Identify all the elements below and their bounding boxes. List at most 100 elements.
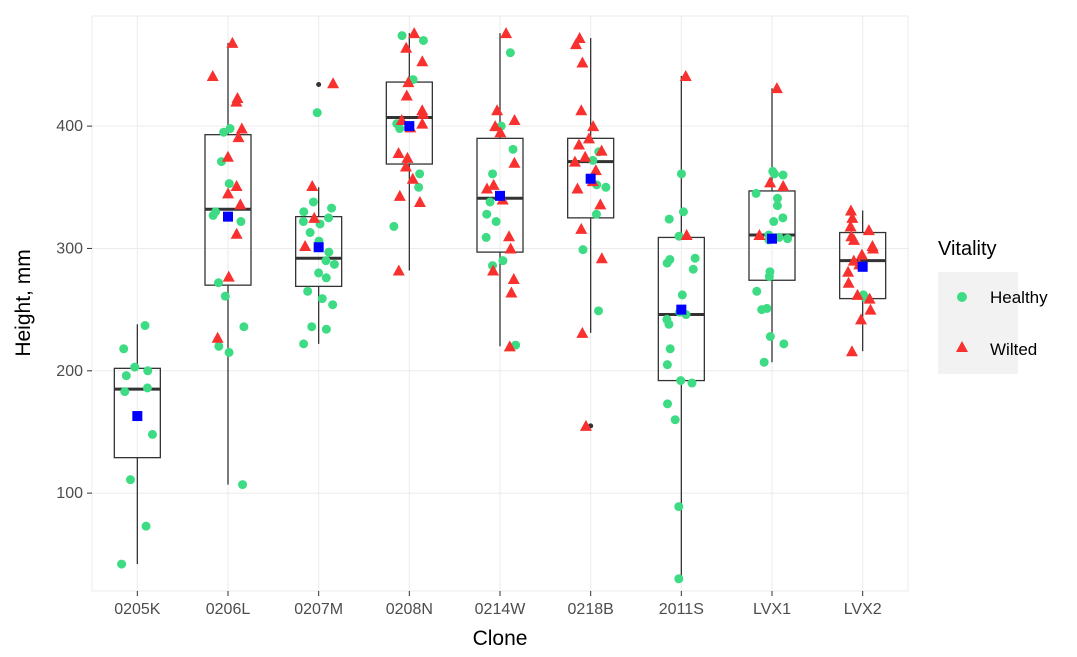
point-healthy (778, 170, 788, 180)
legend-key-healthy-bg (938, 272, 1018, 374)
point-healthy (783, 234, 793, 244)
point-healthy (662, 360, 672, 370)
point-wilted (211, 331, 224, 343)
point-wilted (770, 82, 783, 94)
point-wilted (680, 228, 693, 240)
point-wilted (575, 104, 588, 116)
mean-marker (495, 190, 505, 201)
point-healthy (772, 193, 782, 203)
point-wilted (582, 132, 595, 144)
point-wilted (595, 252, 608, 264)
x-tick-label: 0205K (114, 601, 161, 618)
point-wilted (416, 55, 429, 67)
point-healthy (140, 321, 150, 331)
point-healthy (324, 247, 334, 257)
x-tick-label: 0208N (386, 601, 433, 618)
point-healthy (321, 256, 331, 266)
x-tick-label: LVX2 (844, 601, 882, 618)
mean-marker (857, 261, 868, 272)
point-healthy (688, 264, 698, 274)
mean-marker (585, 173, 596, 184)
point-wilted (503, 230, 516, 242)
point-healthy (213, 278, 223, 288)
legend: Vitality Healthy Wilted (938, 238, 1048, 374)
point-wilted (222, 270, 235, 282)
point-healthy (677, 290, 687, 300)
point-healthy (664, 319, 674, 329)
point-wilted (595, 144, 608, 156)
point-wilted (400, 89, 413, 101)
point-healthy (769, 217, 779, 227)
mean-marker (404, 121, 415, 132)
point-wilted (500, 27, 513, 39)
point-wilted (491, 104, 504, 116)
point-healthy (674, 574, 684, 584)
point-wilted (855, 248, 868, 260)
point-wilted (587, 120, 600, 132)
point-wilted (764, 176, 777, 188)
point-wilted (571, 182, 584, 194)
point-wilted (507, 273, 520, 285)
point-healthy (414, 182, 424, 192)
mean-marker (676, 304, 687, 315)
x-tick-label: LVX1 (753, 601, 791, 618)
point-wilted (417, 107, 430, 119)
point-healthy (125, 475, 135, 485)
point-healthy (591, 209, 601, 219)
point-healthy (238, 480, 248, 490)
point-healthy (481, 232, 491, 242)
point-healthy (485, 197, 495, 207)
point-healthy (482, 209, 492, 219)
point-wilted (504, 242, 517, 254)
point-wilted (234, 198, 247, 210)
point-wilted (400, 41, 413, 53)
point-healthy (130, 362, 140, 372)
point-healthy (765, 332, 775, 342)
mean-marker (223, 211, 233, 222)
point-healthy (321, 324, 331, 334)
point-wilted (230, 180, 243, 192)
point-healthy (662, 258, 672, 268)
mean-marker (313, 242, 324, 253)
point-wilted (232, 131, 245, 143)
mean-layer (132, 121, 868, 422)
point-healthy (751, 188, 761, 198)
point-healthy (665, 344, 675, 354)
point-healthy (327, 203, 337, 213)
point-wilted (845, 345, 858, 357)
point-wilted (230, 95, 243, 107)
point-healthy (321, 273, 331, 283)
point-wilted (844, 220, 857, 232)
point-healthy (219, 127, 229, 137)
point-wilted (206, 69, 219, 81)
box-iqr (476, 137, 524, 253)
point-healthy (670, 415, 680, 425)
y-tick-label: 400 (56, 118, 83, 135)
point-healthy (220, 291, 230, 301)
point-healthy (147, 429, 157, 439)
point-wilted (392, 264, 405, 276)
point-healthy (208, 210, 218, 220)
point-wilted (226, 36, 239, 48)
point-healthy (674, 231, 684, 241)
point-healthy (305, 228, 315, 238)
legend-label-healthy: Healthy (990, 288, 1048, 307)
point-wilted (575, 222, 588, 234)
point-healthy (687, 378, 697, 388)
point-wilted (568, 155, 581, 167)
point-healthy (141, 521, 151, 531)
point-wilted (844, 204, 857, 216)
point-healthy (299, 207, 309, 217)
point-healthy (312, 108, 322, 118)
point-wilted (402, 76, 415, 88)
point-healthy (594, 306, 604, 316)
point-wilted (863, 292, 876, 304)
point-wilted (392, 147, 405, 159)
point-wilted (848, 233, 861, 245)
point-wilted (505, 286, 518, 298)
point-wilted (503, 340, 516, 352)
point-wilted (221, 150, 234, 162)
point-healthy (676, 169, 686, 179)
point-wilted (570, 38, 583, 50)
